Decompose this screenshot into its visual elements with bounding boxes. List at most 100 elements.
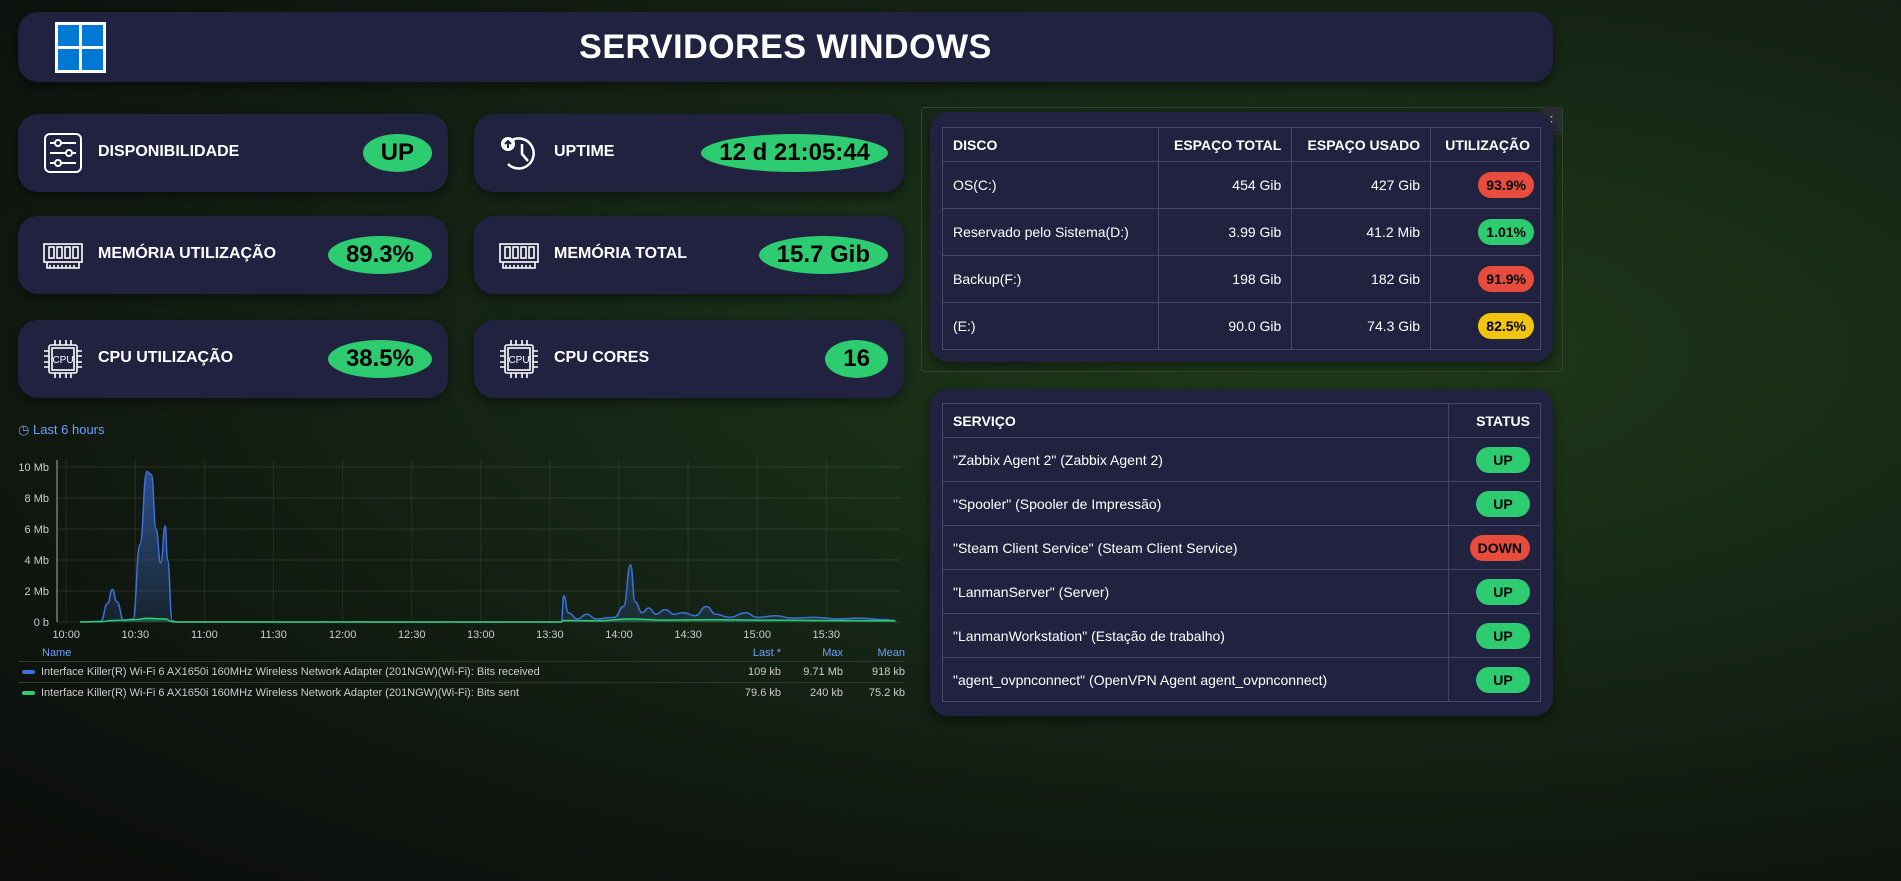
- card-value: 15.7 Gib: [758, 236, 888, 274]
- x-tick-label: 14:00: [605, 629, 633, 641]
- legend-last: 109 kb: [747, 666, 781, 678]
- disk-panel-frame: [921, 107, 1563, 372]
- y-tick-label: 2 Mb: [25, 586, 49, 598]
- card-value: 89.3%: [327, 236, 432, 274]
- y-tick-label: 6 Mb: [25, 524, 49, 536]
- legend-last: 79.6 kb: [744, 687, 781, 699]
- series-line-sent: [80, 617, 896, 623]
- ram-icon: [42, 234, 84, 276]
- series-line-received: [80, 470, 896, 623]
- utilization-badge: 1.01%: [1478, 219, 1534, 245]
- time-range[interactable]: ◷ Last 6 hours: [18, 422, 105, 437]
- disk-total: 90.0 Gib: [1157, 302, 1293, 350]
- disk-panel: DISCO ESPAÇO TOTAL ESPAÇO USADO UTILIZAÇÃO …: [930, 112, 1553, 362]
- legend-max: 9.71 Mb: [803, 666, 843, 678]
- table-row: Reservado pelo Sistema(D:) 3.99 Gib 41.2…: [942, 208, 1541, 256]
- card-value: 38.5%: [327, 340, 432, 378]
- column-header[interactable]: ESPAÇO USADO: [1291, 127, 1432, 162]
- card-value: 16: [825, 340, 888, 378]
- service-name: "Zabbix Agent 2" (Zabbix Agent 2): [942, 437, 1449, 482]
- status-badge: UP: [1476, 666, 1530, 693]
- disk-table: DISCO ESPAÇO TOTAL ESPAÇO USADO UTILIZAÇÃO …: [942, 127, 1541, 350]
- x-tick-label: 11:00: [191, 629, 218, 641]
- series-name: Interface Killer(R) Wi-Fi 6 AX1650i 160M…: [41, 687, 520, 699]
- table-header: SERVIÇO STATUS: [942, 403, 1541, 438]
- clock-restore-icon: [498, 132, 540, 174]
- disk-used: 41.2 Mib: [1291, 208, 1432, 256]
- legend-col-last[interactable]: Last *: [752, 647, 781, 659]
- card-cpu-utilizacao: CPU CPU UTILIZAÇÃO 38.5%: [18, 320, 448, 398]
- card-label: MEMÓRIA UTILIZAÇÃO: [98, 245, 277, 262]
- column-header[interactable]: STATUS: [1448, 403, 1541, 438]
- utilization-badge: 93.9%: [1478, 172, 1534, 198]
- x-tick-label: 15:30: [813, 629, 841, 641]
- y-tick-label: 8 Mb: [25, 493, 49, 505]
- disk-name: Reservado pelo Sistema(D:): [942, 208, 1159, 256]
- legend-col-mean[interactable]: Mean: [877, 647, 905, 659]
- clock-icon: ◷: [18, 422, 33, 437]
- series-area-received: [80, 471, 896, 622]
- table-row: (E:) 90.0 Gib 74.3 Gib 82.5%: [942, 302, 1541, 350]
- x-tick-label: 14:30: [674, 629, 702, 641]
- services-table: SERVIÇO STATUS "Zabbix Agent 2" (Zabbix A…: [942, 403, 1541, 702]
- card-value: 12 d 21:05:44: [701, 134, 888, 172]
- page-title: SERVIDORES WINDOWS: [579, 28, 992, 66]
- status-badge: UP: [1476, 446, 1530, 473]
- network-chart: ◷ Last 6 hours 0 b 2 Mb 4 Mb 6 Mb 8 Mb 10 Mb 1…: [0, 415, 910, 715]
- series-area-sent: [80, 618, 896, 622]
- disk-used: 74.3 Gib: [1291, 302, 1432, 350]
- card-uptime: UPTIME 12 d 21:05:44: [474, 114, 904, 192]
- card-label: DISPONIBILIDADE: [98, 143, 240, 160]
- disk-used: 427 Gib: [1291, 161, 1432, 209]
- y-tick-label: 4 Mb: [25, 555, 49, 567]
- service-name: "Spooler" (Spooler de Impressão): [942, 481, 1449, 526]
- utilization-badge: 91.9%: [1478, 266, 1534, 292]
- status-badge: UP: [1476, 490, 1530, 517]
- services-panel: SERVIÇO STATUS "Zabbix Agent 2" (Zabbix A…: [930, 389, 1553, 716]
- card-disponibilidade: DISPONIBILIDADE UP: [18, 114, 448, 192]
- legend-item[interactable]: Interface Killer(R) Wi-Fi 6 AX1650i 160M…: [18, 661, 905, 682]
- series-swatch: [22, 670, 35, 675]
- chart-legend: Name Last * Max Mean Interface Killer(R) Wi-…: [18, 645, 905, 703]
- cpu-icon: CPU: [42, 338, 84, 380]
- sliders-icon: [42, 132, 84, 174]
- table-row: "LanmanServer" (Server) UP: [942, 569, 1541, 614]
- card-memoria-total: MEMÓRIA TOTAL 15.7 Gib: [474, 216, 904, 294]
- svg-text:CPU: CPU: [508, 355, 529, 366]
- chart-svg: 0 b 2 Mb 4 Mb 6 Mb 8 Mb 10 Mb 10:00 10:30 11:00 1…: [18, 460, 900, 641]
- disk-total: 454 Gib: [1157, 161, 1293, 209]
- legend-item[interactable]: Interface Killer(R) Wi-Fi 6 AX1650i 160M…: [18, 682, 905, 703]
- legend-header: Name Last * Max Mean: [18, 645, 905, 661]
- header-panel: SERVIDORES WINDOWS: [18, 12, 1553, 82]
- legend-max: 240 kb: [809, 687, 843, 699]
- card-cpu-cores: CPU CPU CORES 16: [474, 320, 904, 398]
- disk-name: OS(C:): [942, 161, 1159, 209]
- series-name: Interface Killer(R) Wi-Fi 6 AX1650i 160M…: [41, 666, 540, 678]
- table-row: Backup(F:) 198 Gib 182 Gib 91.9%: [942, 255, 1541, 303]
- table-row: "agent_ovpnconnect" (OpenVPN Agent agent…: [942, 657, 1541, 702]
- column-header[interactable]: DISCO: [942, 127, 1159, 162]
- table-row: "Steam Client Service" (Steam Client Ser…: [942, 525, 1541, 570]
- status-badge: UP: [1476, 622, 1530, 649]
- x-tick-label: 10:00: [52, 629, 80, 641]
- column-header[interactable]: SERVIÇO: [942, 403, 1449, 438]
- service-name: "LanmanWorkstation" (Estação de trabalho…: [942, 613, 1449, 658]
- legend-col-max[interactable]: Max: [822, 647, 843, 659]
- ram-icon: [498, 234, 540, 276]
- y-tick-label: 10 Mb: [18, 462, 49, 474]
- legend-col-name[interactable]: Name: [42, 647, 72, 659]
- status-badge: UP: [1476, 578, 1530, 605]
- table-header: DISCO ESPAÇO TOTAL ESPAÇO USADO UTILIZAÇÃO: [942, 127, 1541, 162]
- card-value: UP: [362, 134, 432, 172]
- table-row: "Zabbix Agent 2" (Zabbix Agent 2) UP: [942, 437, 1541, 482]
- x-tick-label: 11:30: [260, 629, 287, 641]
- table-row: "Spooler" (Spooler de Impressão) UP: [942, 481, 1541, 526]
- x-tick-label: 13:30: [536, 629, 564, 641]
- legend-mean: 75.2 kb: [868, 687, 905, 699]
- x-tick-label: 15:00: [743, 629, 771, 641]
- x-tick-label: 13:00: [467, 629, 495, 641]
- column-header[interactable]: UTILIZAÇÃO: [1430, 127, 1541, 162]
- column-header[interactable]: ESPAÇO TOTAL: [1157, 127, 1293, 162]
- disk-total: 3.99 Gib: [1157, 208, 1293, 256]
- series-swatch: [22, 691, 35, 696]
